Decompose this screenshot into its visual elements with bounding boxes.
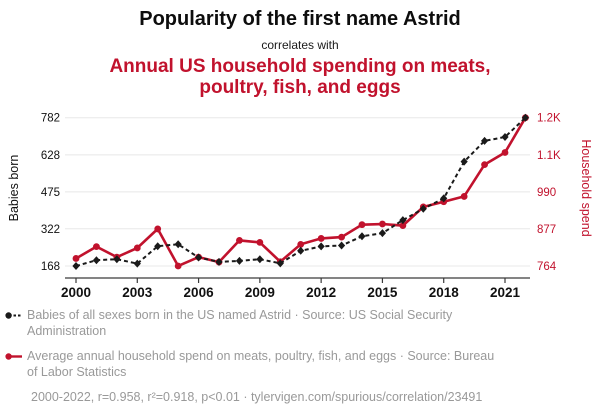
x-axis-tick-label: 2003: [122, 285, 153, 300]
right-axis-tick-label: 990: [537, 186, 556, 198]
data-point-diamond: [92, 255, 101, 264]
right-axis-tick-label: 764: [537, 261, 557, 273]
data-point-diamond: [215, 257, 223, 266]
x-axis-tick-label: 2018: [429, 285, 460, 300]
right-axis-title: Household spend: [579, 138, 593, 237]
data-point-circle: [256, 238, 264, 246]
data-point-circle: [72, 254, 80, 262]
data-point-circle: [399, 221, 407, 229]
correlates-with-text: correlates with: [261, 38, 339, 52]
data-point-diamond: [235, 256, 244, 265]
x-axis-tick-label: 2021: [490, 285, 521, 300]
data-point-circle: [358, 220, 366, 228]
left-axis-tick-label: 168: [41, 261, 60, 273]
left-axis-tick-label: 628: [41, 149, 60, 161]
data-point-circle: [297, 240, 305, 248]
legend-label: Babies of all sexes born in the US named…: [27, 307, 453, 338]
data-point-diamond: [154, 241, 162, 250]
data-point-diamond: [133, 259, 141, 268]
data-point-diamond: [317, 241, 325, 250]
data-point-circle: [338, 233, 345, 241]
data-point-diamond: [480, 136, 489, 145]
right-axis-tick-label: 877: [537, 223, 556, 235]
data-point-diamond: [460, 157, 468, 166]
data-point-diamond: [521, 113, 530, 122]
data-point-diamond: [378, 228, 387, 237]
data-point-diamond: [337, 241, 346, 250]
data-point-diamond: [276, 258, 284, 267]
stats-footnote: 2000-2022, r=0.958, r²=0.918, p<0.01 · t…: [31, 389, 483, 404]
chart-area: Babies born Household spend 782 628 475 322…: [0, 101, 600, 301]
spend-series-swatch-icon: [5, 353, 22, 360]
page-title: Popularity of the first name Astrid: [139, 8, 461, 30]
data-point-diamond: [419, 204, 427, 213]
data-point-circle: [93, 242, 100, 250]
legend-label: Average annual household spend on meats,…: [27, 349, 495, 380]
data-point-diamond: [501, 132, 509, 141]
x-axis-tick-label: 2000: [61, 285, 91, 300]
data-point-circle: [154, 225, 162, 232]
x-axis-tick-label: 2009: [245, 285, 275, 300]
left-axis-tick-label: 475: [41, 186, 60, 198]
data-point-circle: [317, 234, 325, 242]
babies-series-swatch-icon: [5, 311, 22, 319]
legend-item-babies: Babies of all sexes born in the US named…: [5, 307, 592, 340]
data-point-circle: [481, 160, 488, 168]
data-point-diamond: [399, 215, 407, 224]
data-point-diamond: [194, 253, 203, 262]
x-axis-tick-label: 2012: [306, 285, 336, 300]
data-point-diamond: [72, 261, 80, 270]
legend: Babies of all sexes born in the US named…: [0, 301, 600, 404]
data-point-circle: [174, 262, 182, 269]
secondary-title: Annual US household spending on meats, p…: [109, 56, 491, 99]
chart-header: Popularity of the first name Astrid corr…: [0, 0, 600, 99]
data-point-diamond: [297, 246, 305, 255]
right-axis-tick-label: 1.2K: [537, 112, 561, 124]
x-axis-tick-label: 2015: [367, 285, 398, 300]
data-point-diamond: [440, 193, 448, 202]
data-point-circle: [501, 148, 509, 156]
data-point-circle: [460, 192, 468, 200]
left-axis-tick-label: 322: [41, 223, 60, 235]
data-point-diamond: [358, 231, 366, 240]
data-point-diamond: [256, 254, 264, 263]
x-axis-tick-label: 2006: [184, 285, 215, 300]
data-point-circle: [133, 244, 141, 251]
data-point-circle: [379, 220, 386, 227]
legend-item-spend: Average annual household spend on meats,…: [5, 348, 592, 381]
data-point-diamond: [174, 239, 182, 248]
left-axis-tick-label: 782: [41, 112, 60, 124]
right-axis-tick-label: 1.1K: [537, 149, 561, 161]
plot-svg: 782 628 475 322 168 1.2K 1.1K 990 877 764 2000 2003…: [41, 112, 561, 300]
left-axis-title: Babies born: [7, 154, 21, 221]
data-point-circle: [236, 236, 243, 244]
